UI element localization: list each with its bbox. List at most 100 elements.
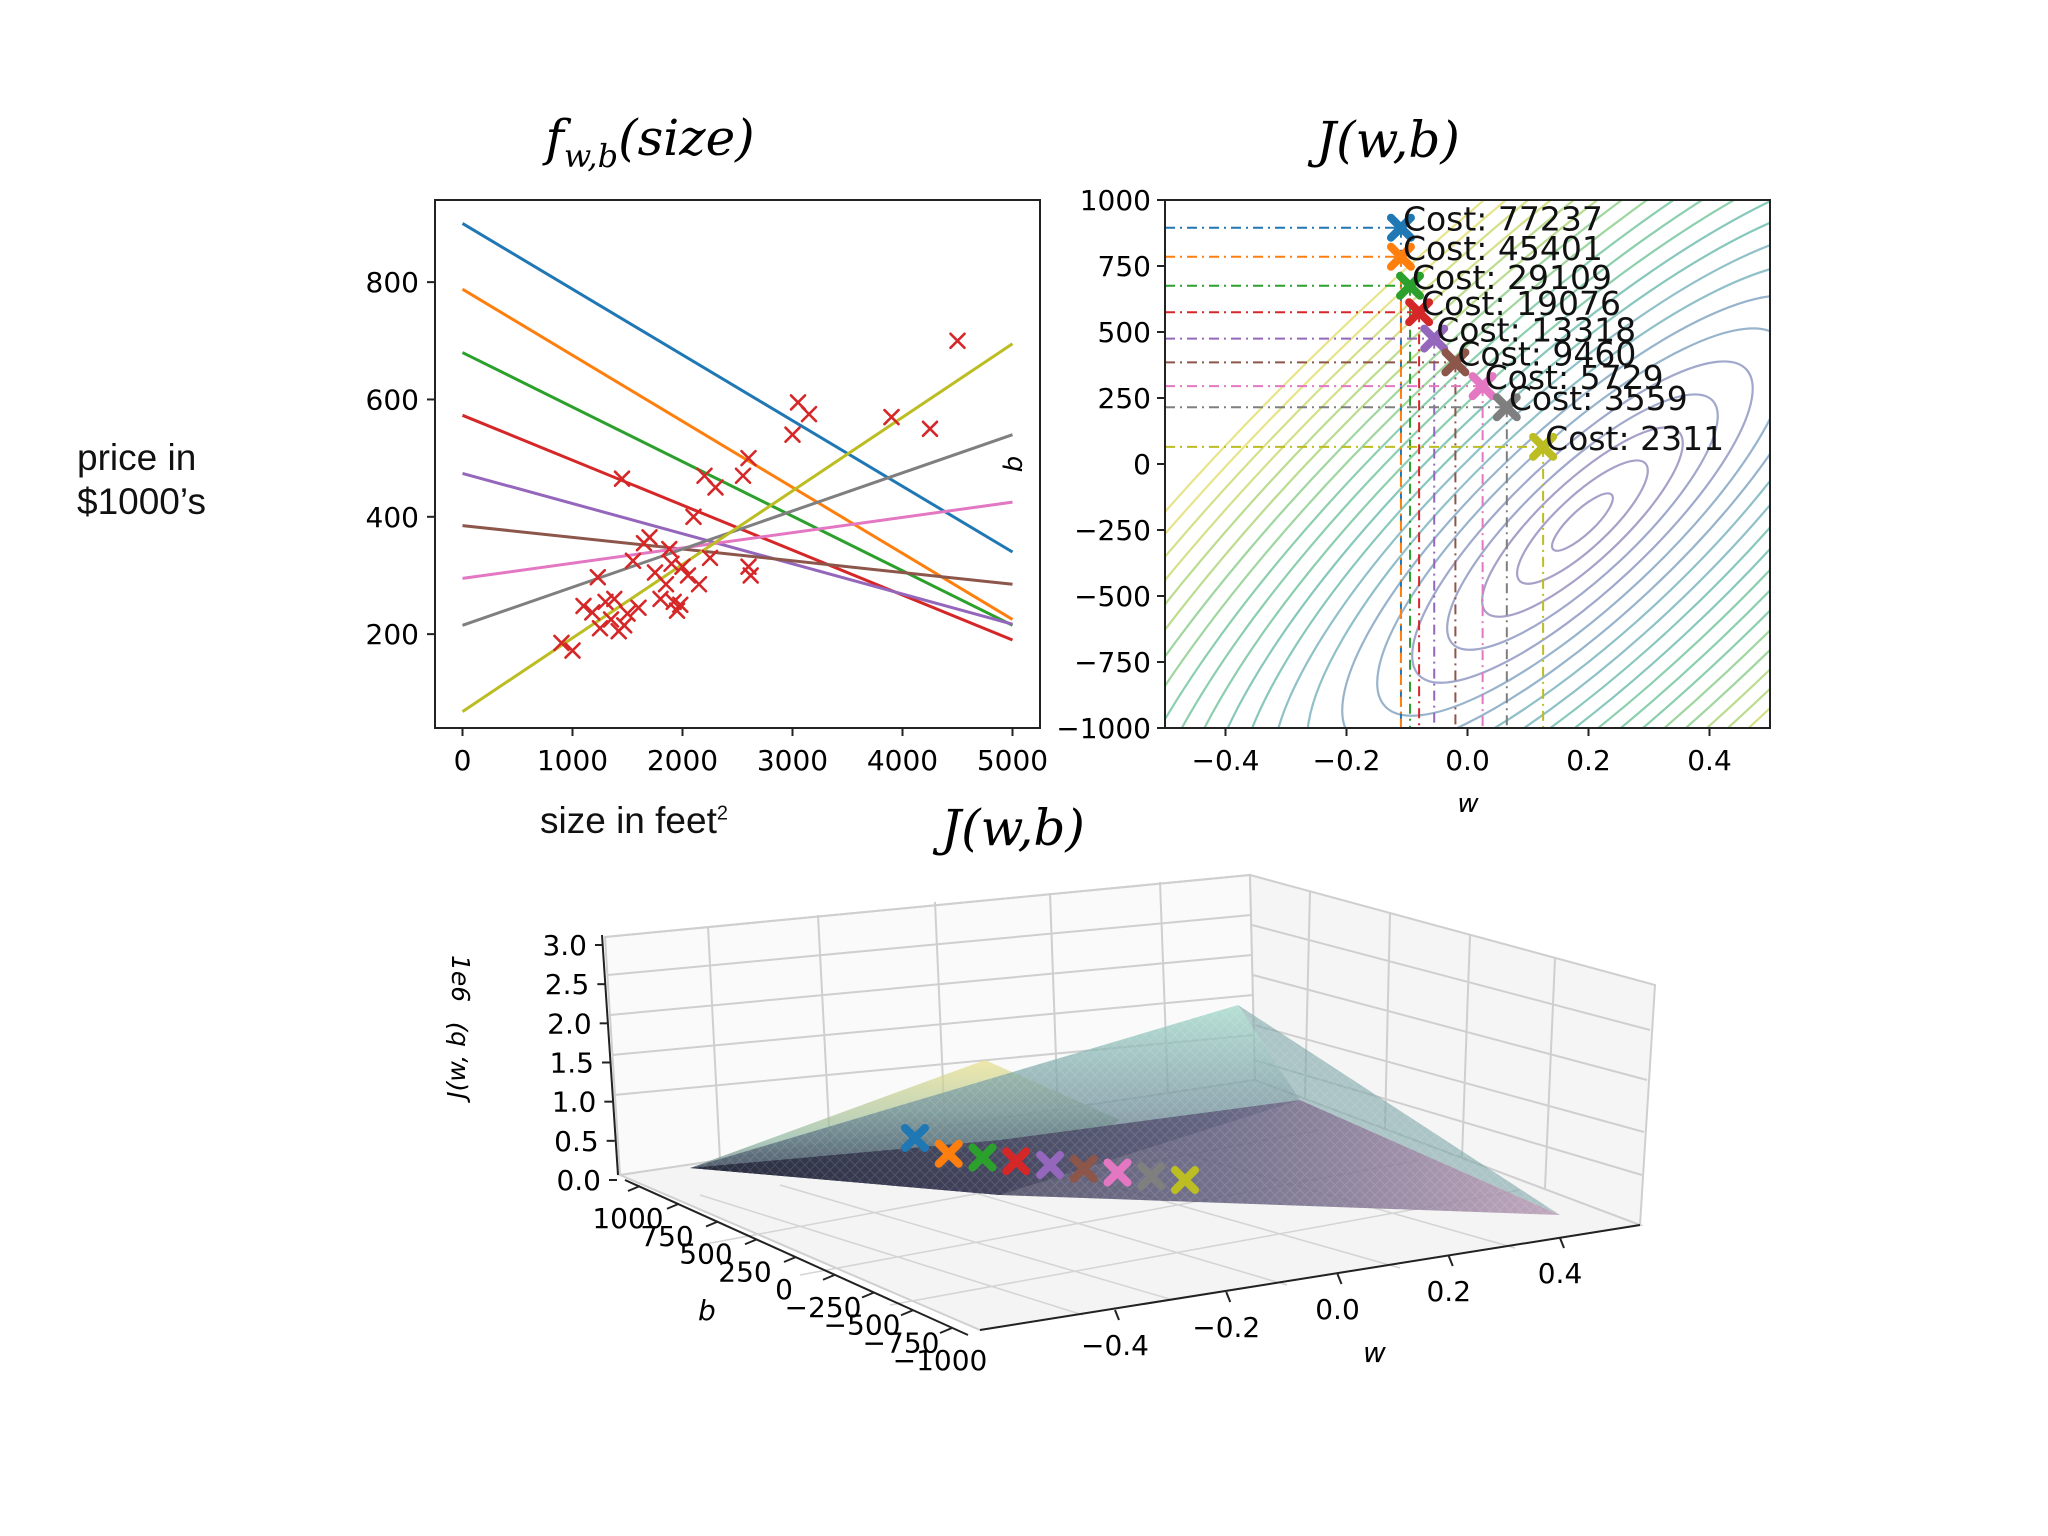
cost-guide-lines — [1165, 226, 1545, 728]
regression-x-ticks: 0 1000 2000 3000 4000 5000 — [454, 728, 1048, 777]
surface-chart: J(w,b) — [442, 799, 1657, 1377]
contour-level-14 — [1165, 200, 1770, 728]
data-point-8 — [602, 611, 620, 628]
regression-y-ticks: 200 400 600 800 — [366, 266, 435, 651]
data-point-40 — [883, 408, 900, 426]
data-point-35 — [734, 467, 752, 485]
contour-level-13 — [1165, 200, 1770, 728]
contour-x-tick-label: 0.4 — [1687, 744, 1732, 777]
path-marker-8 — [1492, 393, 1521, 422]
cost-label-8: Cost: 3559 — [1509, 379, 1688, 418]
x-tick-label: 4000 — [867, 744, 938, 777]
contour-level-10 — [1236, 200, 1770, 728]
data-point-25 — [671, 596, 689, 614]
b-tick-label: −500 — [824, 1309, 901, 1342]
surface-marker-2 — [934, 1139, 963, 1168]
contour-y-tick-label: 250 — [1098, 382, 1151, 415]
x-tick-label: 2000 — [647, 744, 718, 777]
x-tick-label: 0 — [454, 744, 472, 777]
path-marker-1 — [1386, 213, 1415, 242]
contour-y-ticks: 1000 750 500 250 0 −250 −500 −750 −1000 — [1056, 184, 1165, 745]
cost-label-6: Cost: 9460 — [1457, 334, 1636, 373]
regression-line-5 — [462, 471, 1013, 626]
cost-label-1: Cost: 77237 — [1403, 200, 1603, 239]
data-point-21 — [660, 540, 678, 558]
data-point-37 — [784, 426, 801, 443]
z-tick-label: 3.0 — [542, 929, 587, 962]
contour-level-6 — [1376, 327, 1770, 717]
size-axis-label-text: size in feet — [540, 800, 717, 841]
y-tick-label: 800 — [366, 266, 419, 299]
z-tick-label: 1.0 — [552, 1086, 597, 1119]
w-axis-line — [979, 1224, 1641, 1331]
x-tick-label: 1000 — [537, 744, 608, 777]
contour-y-tick-label: 1000 — [1080, 184, 1151, 217]
data-point-28 — [685, 508, 702, 526]
z-axis-label: J(w, b) — [442, 1021, 471, 1104]
contour-level-11 — [1201, 200, 1770, 728]
regression-axes-frame — [434, 199, 1041, 729]
data-point-5 — [589, 568, 607, 586]
x-tick-label: 3000 — [757, 744, 828, 777]
b-tick-label: 1000 — [592, 1202, 663, 1235]
contour-y-tick-label: 750 — [1098, 250, 1151, 283]
regression-chart-title: fw,b(size) — [541, 109, 754, 175]
data-point-15 — [630, 599, 647, 617]
data-point-31 — [701, 549, 719, 567]
cost-label-9: Cost: 2311 — [1545, 419, 1724, 458]
regression-line-3 — [461, 351, 1014, 627]
contour-y-tick-label: −1000 — [1056, 712, 1151, 745]
w-tick-label: −0.4 — [1081, 1329, 1149, 1362]
w-tick-label: −0.2 — [1192, 1311, 1260, 1344]
price-axis-label-line2: $1000’s — [77, 481, 206, 522]
z-tick-label: 0.0 — [556, 1164, 601, 1197]
contour-level-12 — [1166, 200, 1770, 728]
data-point-6 — [591, 619, 609, 637]
surface-marker-9 — [1171, 1166, 1199, 1194]
data-point-42 — [949, 332, 966, 350]
contour-level-4 — [1446, 393, 1719, 651]
surface-marker-1 — [901, 1124, 929, 1152]
surface-marker-8 — [1137, 1162, 1166, 1191]
contour-level-19 — [1165, 200, 1770, 728]
data-point-3 — [575, 597, 592, 615]
contour-x-tick-label: 0.2 — [1566, 744, 1611, 777]
data-point-27 — [679, 567, 697, 584]
contour-x-tick-label: 0.0 — [1445, 744, 1490, 777]
contour-y-label: b — [999, 456, 1029, 473]
contour-level-5 — [1411, 360, 1754, 684]
cost-surface — [690, 1005, 1560, 1215]
cost-label-4: Cost: 19076 — [1421, 284, 1621, 323]
data-point-1 — [553, 634, 570, 652]
surface-marker-6 — [1069, 1154, 1098, 1183]
path-marker-7 — [1468, 372, 1497, 401]
surface-marker-7 — [1103, 1158, 1132, 1187]
contour-y-tick-label: 500 — [1098, 316, 1151, 349]
data-point-17 — [641, 529, 658, 546]
contour-level-2 — [1516, 459, 1649, 585]
path-marker-3 — [1396, 271, 1425, 300]
path-marker-4 — [1405, 298, 1434, 327]
data-point-32 — [707, 479, 724, 496]
data-point-13 — [619, 605, 636, 622]
data-point-19 — [652, 590, 669, 608]
contour-chart-title: J(w,b) — [1307, 111, 1460, 169]
surface-path-markers — [901, 1124, 1199, 1194]
regression-line-1 — [461, 222, 1014, 554]
contour-level-16 — [1165, 200, 1770, 728]
y-tick-label: 600 — [366, 383, 419, 416]
price-axis-label-line1: price in — [77, 437, 197, 478]
data-point-7 — [597, 593, 614, 611]
contour-x-ticks: −0.4 −0.2 0.0 0.2 0.4 — [1192, 728, 1732, 777]
cost-label-2: Cost: 45401 — [1403, 229, 1603, 268]
w-tick-label: 0.0 — [1315, 1293, 1360, 1326]
w-tick-label: 0.2 — [1426, 1275, 1471, 1308]
b-tick-label: 0 — [775, 1273, 793, 1306]
contour-y-tick-label: 0 — [1133, 448, 1151, 481]
contour-x-tick-label: −0.2 — [1313, 744, 1381, 777]
surface-marker-4 — [1002, 1147, 1031, 1176]
regression-lines — [461, 222, 1014, 713]
